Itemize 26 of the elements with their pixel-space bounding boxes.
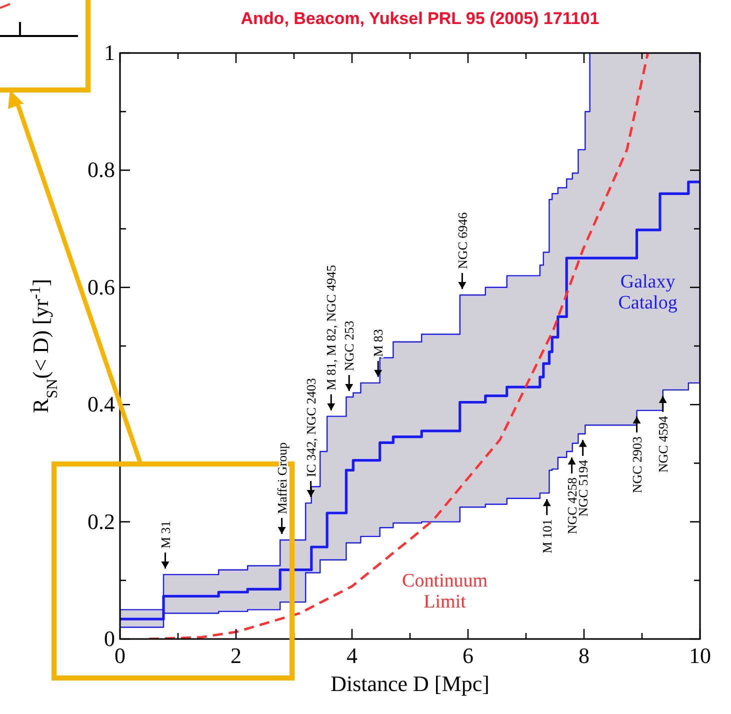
annotation: NGC 253 (342, 320, 357, 371)
x-tick-label: 6 (462, 643, 474, 668)
y-tick-label: 0.4 (88, 392, 115, 417)
annotation: Maffei Group (274, 442, 290, 514)
annotation: M 101 (539, 519, 554, 554)
y-tick-label: 0.8 (88, 157, 115, 182)
series-label: Continuum Limit (402, 570, 488, 612)
annotation: NGC 4258 (564, 477, 580, 534)
y-tick-label: 1 (104, 40, 115, 65)
y-tick-label: 0.6 (88, 274, 115, 300)
x-tick-label: 8 (578, 643, 590, 668)
x-tick-label: 10 (689, 643, 711, 668)
y-tick-label: 0.2 (88, 508, 115, 534)
annotation: M 31 (158, 520, 173, 549)
series-label: Galaxy Catalog (618, 271, 678, 314)
annotation: NGC 2903 (629, 436, 644, 494)
x-axis-title: Distance D [Mpc] (330, 671, 490, 696)
chart-title: Ando, Beacom, Yuksel PRL 95 (2005) 171101 (240, 9, 600, 28)
annotation: NGC 4594 (655, 415, 670, 473)
annotation: NGC 6946 (454, 212, 470, 270)
annotation: M 83 (370, 329, 386, 357)
annotation: IC 342, NGC 2403 (303, 378, 318, 478)
annotation: M 81, M 82, NGC 4945 (324, 264, 339, 390)
x-tick-label: 4 (346, 643, 358, 668)
y-tick-label: 0 (104, 626, 115, 651)
x-tick-label: 2 (230, 643, 242, 668)
